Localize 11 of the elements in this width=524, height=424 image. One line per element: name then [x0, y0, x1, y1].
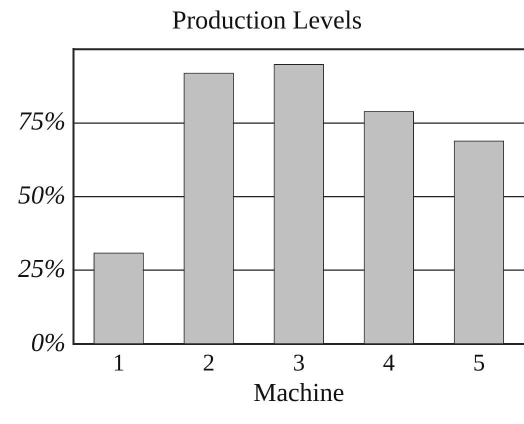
x-tick-label: 4 — [382, 350, 395, 377]
x-tick-label: 2 — [202, 350, 215, 377]
x-axis-title: Machine — [253, 378, 344, 408]
y-tick-label: 75% — [18, 106, 66, 136]
chart-title: Production Levels — [172, 5, 362, 34]
x-tick-label: 1 — [112, 350, 125, 377]
x-tick-label: 5 — [472, 350, 485, 377]
y-tick-label: 25% — [18, 254, 66, 284]
y-tick-label: 50% — [18, 180, 66, 210]
y-tick-label: 0% — [30, 328, 66, 357]
x-tick-label: 3 — [292, 350, 305, 377]
